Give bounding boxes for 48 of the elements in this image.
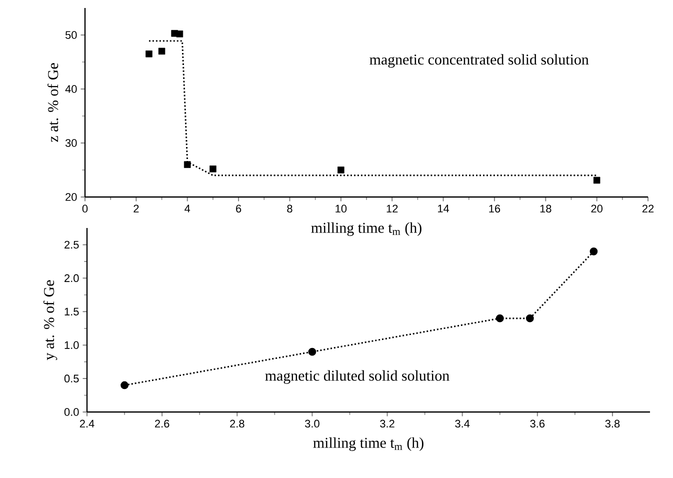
x-tick-label: 3.4 <box>455 420 470 428</box>
y-tick-label: 50 <box>65 31 77 39</box>
point <box>590 247 598 256</box>
y-tick-label: 1.0 <box>64 341 79 349</box>
x-tick-label: 2 <box>134 204 139 212</box>
point <box>338 166 344 174</box>
y-tick-label: 2.5 <box>64 240 79 249</box>
x-tick-label: 18 <box>540 204 552 213</box>
annotation: magnetic concentrated solid solution <box>370 54 589 68</box>
x-tick-label: 16 <box>489 204 500 213</box>
point <box>158 48 166 55</box>
x-tick-label: 12 <box>386 204 398 212</box>
point <box>526 314 534 322</box>
y-tick-label: 0.0 <box>64 408 79 416</box>
point <box>176 30 184 38</box>
point <box>184 161 191 168</box>
x-tick-label: 8 <box>287 204 292 213</box>
annotation: magnetic diluted solid solution <box>265 370 450 384</box>
x-tick-label: 2.4 <box>80 420 94 428</box>
x-tick-label: 2.8 <box>230 420 244 428</box>
x-tick-label: 3.2 <box>380 420 394 428</box>
x-tick-label: 10 <box>336 204 347 213</box>
y-tick-label: 30 <box>65 139 77 147</box>
x-tick-label: 14 <box>438 204 450 212</box>
y-tick-label: 2.0 <box>64 274 79 282</box>
y-tick-label: 20 <box>66 193 77 201</box>
y-tick-label: 1.5 <box>64 308 79 316</box>
x-tick-label: 22 <box>642 204 654 212</box>
x-tick-label: 3.6 <box>530 420 545 428</box>
point <box>496 314 504 322</box>
x-tick-label: 20 <box>591 204 602 213</box>
x-axis-title: milling time t$_{m}$ (h) <box>313 437 424 451</box>
point <box>146 50 152 58</box>
y-tick-label: 40 <box>65 85 77 93</box>
x-tick-label: 3.0 <box>305 420 320 428</box>
x-tick-label: 4 <box>184 204 190 212</box>
x-tick-label: 0 <box>82 204 88 213</box>
point <box>593 176 600 184</box>
x-axis-title: milling time t$_{m}$ (h) <box>311 222 422 236</box>
point <box>308 348 316 356</box>
point <box>120 381 128 390</box>
x-tick-label: 6 <box>236 204 242 213</box>
y-axis-title: z at. % of Ge <box>47 63 58 142</box>
point <box>210 166 216 172</box>
y-axis-title: y at. % of Ge <box>43 280 58 360</box>
x-tick-label: 2.6 <box>155 420 170 428</box>
y-tick-label: 0.5 <box>64 374 79 382</box>
x-tick-label: 3.8 <box>605 420 620 428</box>
